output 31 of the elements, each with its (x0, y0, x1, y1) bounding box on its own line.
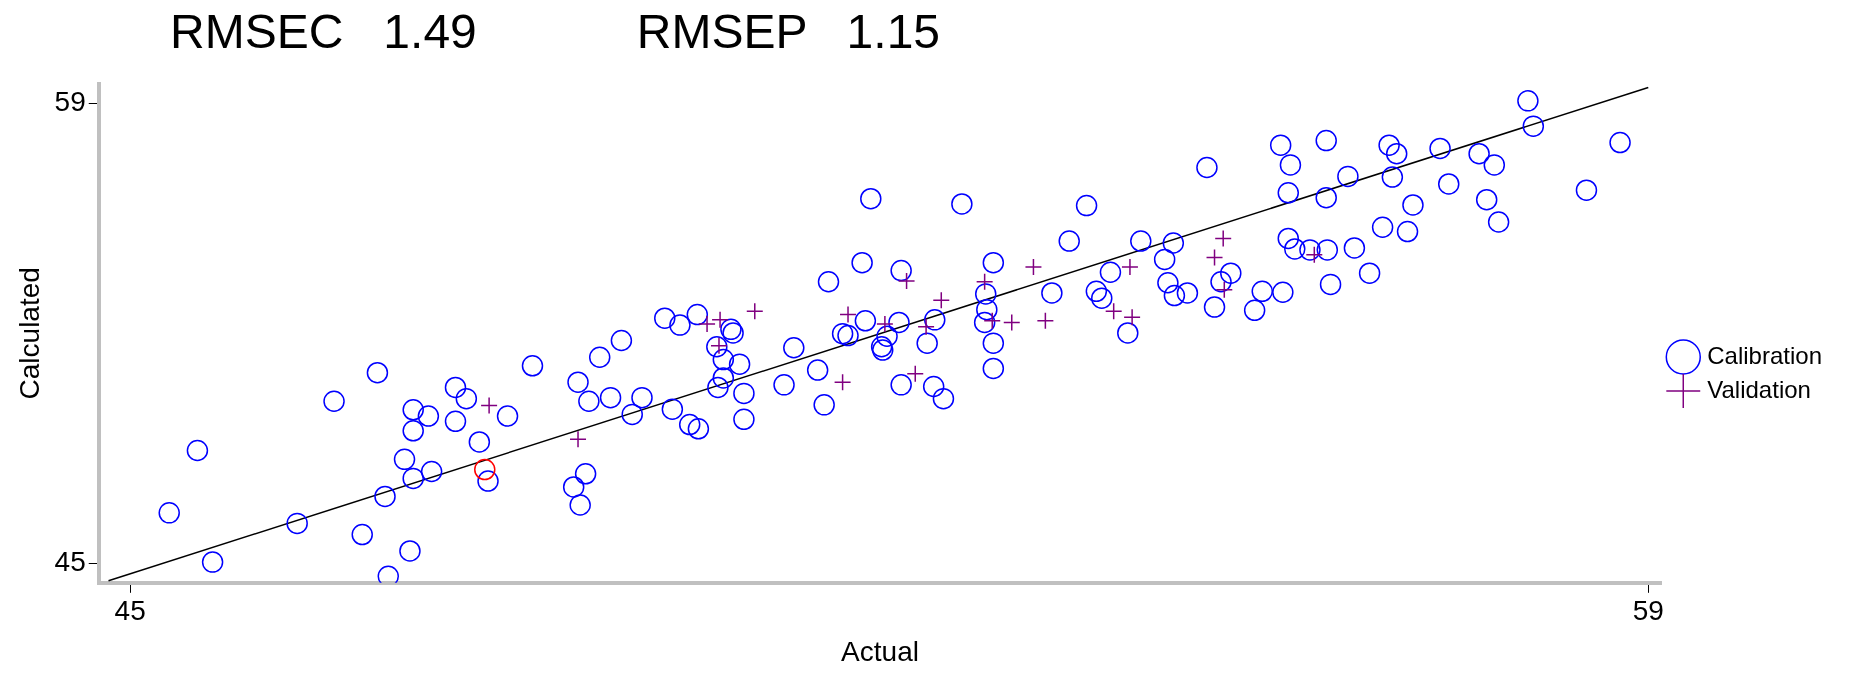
text: RMSEC 1.49 (170, 4, 477, 60)
point (932, 291, 951, 309)
point (1036, 312, 1055, 330)
point (746, 302, 764, 321)
point (1214, 229, 1232, 248)
point (711, 311, 729, 329)
point (1121, 258, 1139, 276)
point (710, 337, 728, 355)
point (839, 305, 857, 324)
point (1024, 258, 1043, 276)
point (1003, 313, 1021, 332)
x-axis-title: Actual (841, 635, 919, 667)
point (917, 317, 935, 336)
point (975, 273, 994, 291)
legend-label: Validation (1707, 375, 1811, 403)
legend-label: Calibration (1707, 341, 1823, 369)
point (1215, 280, 1234, 299)
point (1123, 308, 1141, 326)
point (1205, 248, 1224, 267)
point (569, 430, 587, 449)
point (480, 396, 498, 415)
point (897, 272, 916, 290)
point (1104, 302, 1123, 321)
point (474, 458, 496, 481)
point (1305, 246, 1324, 264)
point (876, 315, 894, 333)
point (833, 373, 852, 391)
point (906, 364, 924, 383)
y-axis-title: Calculated (13, 267, 45, 400)
point (698, 315, 716, 333)
text: RMSEP 1.15 (636, 4, 941, 60)
